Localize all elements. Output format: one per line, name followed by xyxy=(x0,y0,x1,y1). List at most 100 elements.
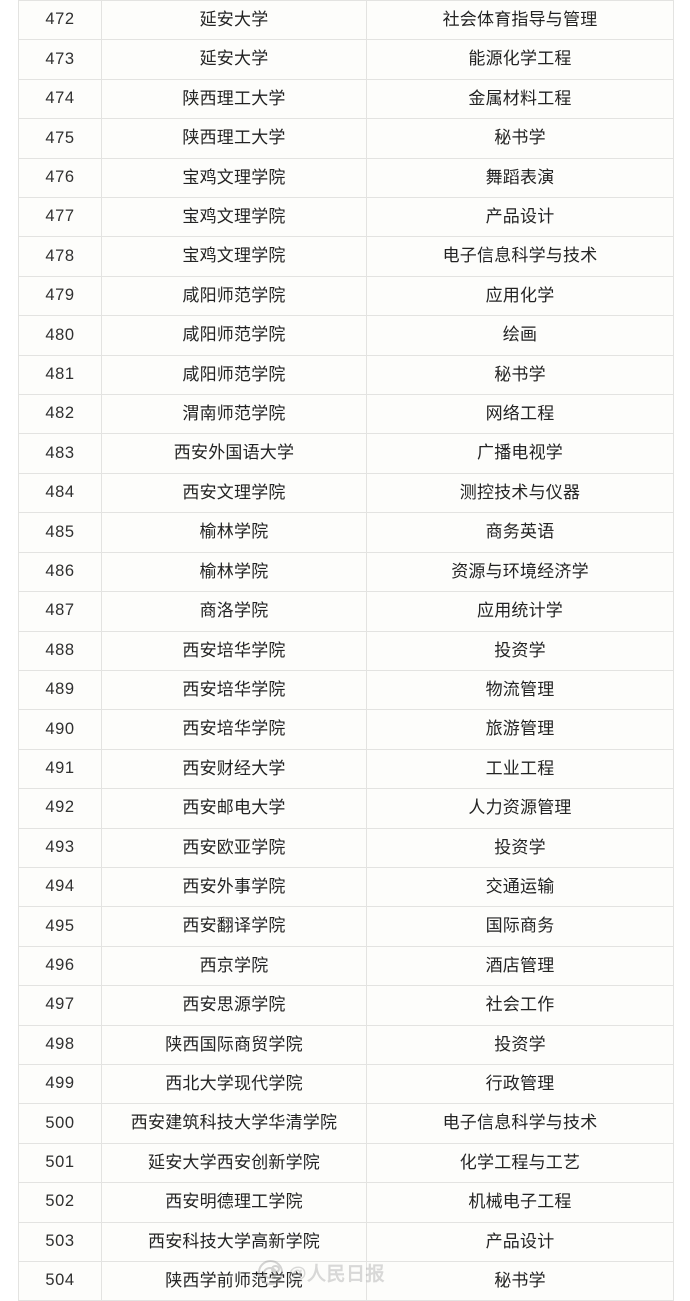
cell-index: 492 xyxy=(18,788,102,829)
table-row: 487 商洛学院 应用统计学 xyxy=(18,591,674,632)
table-body: 472 延安大学 社会体育指导与管理 473 延安大学 能源化学工程 474 陕西理工大学 金属… xyxy=(18,0,674,1301)
cell-index: 495 xyxy=(18,906,102,947)
cell-major-name: 商务英语 xyxy=(366,512,674,553)
cell-major-name: 秘书学 xyxy=(366,118,674,159)
table-row: 472 延安大学 社会体育指导与管理 xyxy=(18,0,674,41)
cell-school-name: 榆林学院 xyxy=(101,512,367,553)
table-row: 479 咸阳师范学院 应用化学 xyxy=(18,275,674,317)
cell-major-name: 广播电视学 xyxy=(366,433,674,474)
cell-index: 482 xyxy=(18,394,102,435)
table-row: 485 榆林学院 商务英语 xyxy=(18,512,674,553)
table-row: 495 西安翻译学院 国际商务 xyxy=(18,906,674,947)
cell-school-name: 西安欧亚学院 xyxy=(101,827,367,868)
table-row: 490 西安培华学院 旅游管理 xyxy=(18,709,674,750)
cell-school-name: 延安大学西安创新学院 xyxy=(101,1142,367,1184)
cell-school-name: 延安大学 xyxy=(101,39,367,80)
cell-index: 500 xyxy=(18,1103,102,1144)
table-row: 489 西安培华学院 物流管理 xyxy=(18,669,674,711)
cell-school-name: 西安邮电大学 xyxy=(101,788,367,829)
cell-major-name: 投资学 xyxy=(366,1024,674,1065)
cell-index: 496 xyxy=(18,945,102,987)
cell-school-name: 西安翻译学院 xyxy=(101,906,367,947)
table-row: 502 西安明德理工学院 机械电子工程 xyxy=(18,1182,674,1223)
cell-major-name: 金属材料工程 xyxy=(366,78,674,120)
cell-school-name: 西安培华学院 xyxy=(101,709,367,750)
cell-school-name: 商洛学院 xyxy=(101,591,367,632)
cell-school-name: 西安科技大学高新学院 xyxy=(101,1221,367,1263)
table-row: 488 西安培华学院 投资学 xyxy=(18,630,674,671)
cell-major-name: 秘书学 xyxy=(366,354,674,396)
cell-index: 474 xyxy=(18,78,102,120)
cell-index: 491 xyxy=(18,748,102,790)
cell-major-name: 机械电子工程 xyxy=(366,1182,674,1223)
cell-index: 488 xyxy=(18,630,102,671)
cell-index: 489 xyxy=(18,669,102,711)
table-row: 493 西安欧亚学院 投资学 xyxy=(18,827,674,868)
cell-major-name: 社会工作 xyxy=(366,985,674,1026)
cell-school-name: 西安培华学院 xyxy=(101,630,367,671)
table-row: 476 宝鸡文理学院 舞蹈表演 xyxy=(18,157,674,199)
table-row: 499 西北大学现代学院 行政管理 xyxy=(18,1063,674,1105)
cell-school-name: 西安外事学院 xyxy=(101,866,367,908)
university-major-table: 472 延安大学 社会体育指导与管理 473 延安大学 能源化学工程 474 陕西理工大学 金属… xyxy=(18,0,674,1301)
cell-major-name: 绘画 xyxy=(366,315,674,356)
table-row: 473 延安大学 能源化学工程 xyxy=(18,39,674,80)
cell-major-name: 测控技术与仪器 xyxy=(366,472,674,514)
cell-major-name: 应用统计学 xyxy=(366,591,674,632)
cell-school-name: 西北大学现代学院 xyxy=(101,1063,367,1105)
table-row: 491 西安财经大学 工业工程 xyxy=(18,748,674,790)
cell-index: 485 xyxy=(18,512,102,553)
cell-major-name: 旅游管理 xyxy=(366,709,674,750)
cell-index: 476 xyxy=(18,157,102,199)
cell-school-name: 宝鸡文理学院 xyxy=(101,236,367,277)
cell-index: 479 xyxy=(18,275,102,317)
table-row: 474 陕西理工大学 金属材料工程 xyxy=(18,78,674,120)
table-row: 498 陕西国际商贸学院 投资学 xyxy=(18,1024,674,1065)
table-row: 478 宝鸡文理学院 电子信息科学与技术 xyxy=(18,236,674,277)
table-row: 504 陕西学前师范学院 秘书学 xyxy=(18,1260,674,1301)
cell-index: 493 xyxy=(18,827,102,868)
cell-school-name: 西安培华学院 xyxy=(101,669,367,711)
cell-index: 504 xyxy=(18,1260,102,1301)
cell-school-name: 西安财经大学 xyxy=(101,748,367,790)
cell-school-name: 西安明德理工学院 xyxy=(101,1182,367,1223)
cell-school-name: 陕西理工大学 xyxy=(101,78,367,120)
table-row: 501 延安大学西安创新学院 化学工程与工艺 xyxy=(18,1142,674,1184)
cell-index: 483 xyxy=(18,433,102,474)
table-row: 475 陕西理工大学 秘书学 xyxy=(18,118,674,159)
cell-school-name: 陕西学前师范学院 xyxy=(101,1260,367,1301)
cell-major-name: 电子信息科学与技术 xyxy=(366,1103,674,1144)
table-row: 492 西安邮电大学 人力资源管理 xyxy=(18,788,674,829)
cell-major-name: 投资学 xyxy=(366,630,674,671)
cell-index: 484 xyxy=(18,472,102,514)
cell-major-name: 产品设计 xyxy=(366,1221,674,1263)
cell-school-name: 西安文理学院 xyxy=(101,472,367,514)
cell-index: 486 xyxy=(18,551,102,593)
cell-major-name: 酒店管理 xyxy=(366,945,674,987)
cell-school-name: 西安外国语大学 xyxy=(101,433,367,474)
cell-index: 490 xyxy=(18,709,102,750)
cell-school-name: 宝鸡文理学院 xyxy=(101,157,367,199)
cell-school-name: 宝鸡文理学院 xyxy=(101,197,367,238)
table-row: 477 宝鸡文理学院 产品设计 xyxy=(18,197,674,238)
cell-school-name: 陕西国际商贸学院 xyxy=(101,1024,367,1065)
cell-school-name: 西安建筑科技大学华清学院 xyxy=(101,1103,367,1144)
table-row: 497 西安思源学院 社会工作 xyxy=(18,985,674,1026)
cell-school-name: 西京学院 xyxy=(101,945,367,987)
cell-major-name: 能源化学工程 xyxy=(366,39,674,80)
cell-major-name: 资源与环境经济学 xyxy=(366,551,674,593)
cell-school-name: 渭南师范学院 xyxy=(101,394,367,435)
cell-major-name: 舞蹈表演 xyxy=(366,157,674,199)
cell-major-name: 网络工程 xyxy=(366,394,674,435)
cell-index: 472 xyxy=(18,0,102,41)
cell-school-name: 咸阳师范学院 xyxy=(101,354,367,396)
cell-school-name: 西安思源学院 xyxy=(101,985,367,1026)
cell-index: 497 xyxy=(18,985,102,1026)
cell-major-name: 工业工程 xyxy=(366,748,674,790)
cell-major-name: 交通运输 xyxy=(366,866,674,908)
cell-major-name: 产品设计 xyxy=(366,197,674,238)
table-row: 484 西安文理学院 测控技术与仪器 xyxy=(18,472,674,514)
cell-index: 503 xyxy=(18,1221,102,1263)
table-row: 480 咸阳师范学院 绘画 xyxy=(18,315,674,356)
